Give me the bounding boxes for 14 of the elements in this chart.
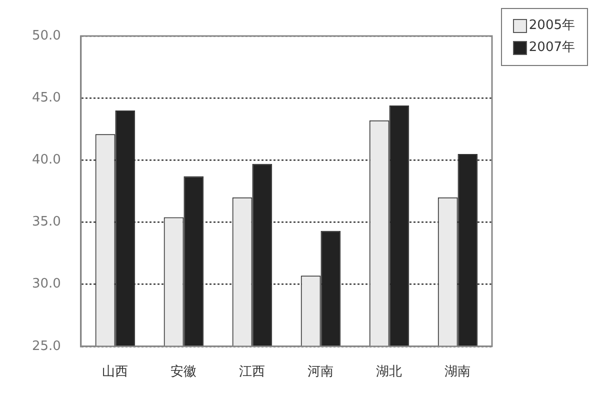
y-tick-label: 25.0 xyxy=(32,338,61,354)
y-tick-label: 35.0 xyxy=(32,214,61,230)
legend-label: 2005年 xyxy=(528,17,575,35)
y-tick-label: 50.0 xyxy=(32,28,61,44)
y-tick-label: 40.0 xyxy=(32,152,61,168)
x-tick-label: 山西 xyxy=(102,364,128,380)
y-tick-label: 30.0 xyxy=(32,276,61,292)
legend-label: 2007年 xyxy=(528,39,575,57)
x-tick-label: 安徽 xyxy=(170,364,197,380)
y-tick-label: 45.0 xyxy=(32,90,61,106)
x-tick-label: 湖南 xyxy=(444,364,471,380)
x-tick-label: 江西 xyxy=(239,364,266,380)
x-tick-label: 河南 xyxy=(308,364,334,380)
x-tick-label: 湖北 xyxy=(376,364,402,380)
